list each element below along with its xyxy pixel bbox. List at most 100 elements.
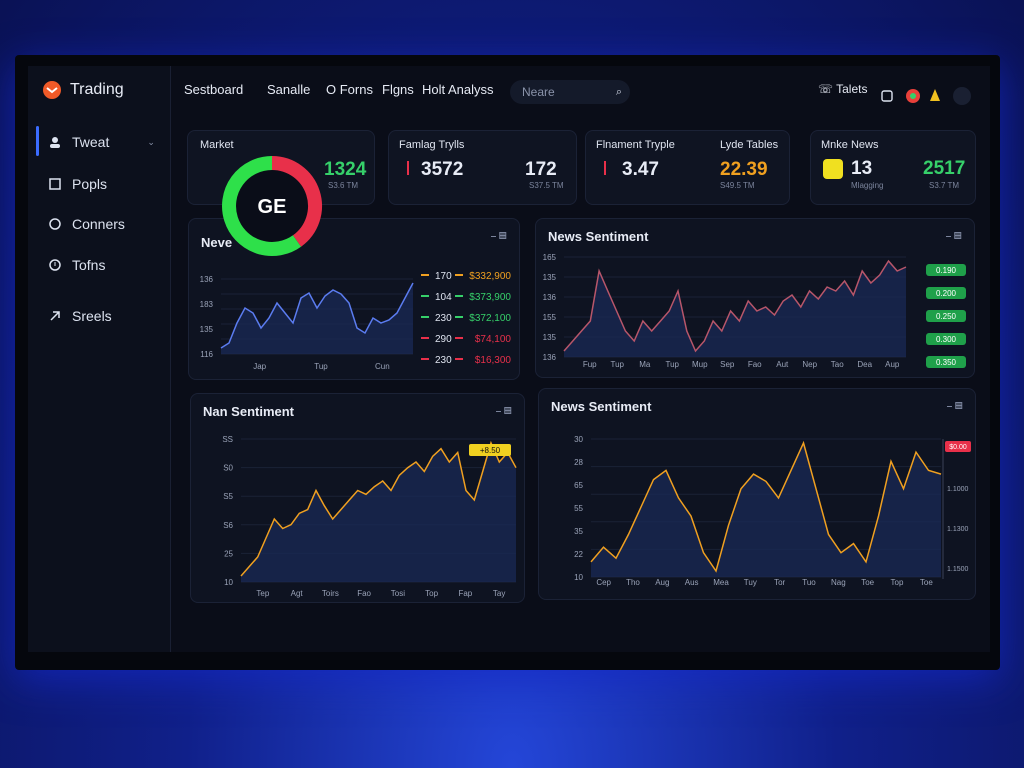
nav-link[interactable]: Flgns: [382, 82, 414, 97]
nav-link[interactable]: Sestboard: [184, 82, 244, 97]
x-tick-label: Ma: [639, 360, 651, 369]
x-tick-label: Aug: [655, 578, 669, 587]
y2-tick-label: 1.1000: [947, 486, 969, 493]
callout: [469, 444, 511, 456]
card-value: 172: [525, 159, 557, 180]
stat-card: Flnament Tryple Lyde Tables 3.47 22.39 S…: [585, 130, 790, 205]
side-label: Tweat: [72, 134, 110, 150]
x-tick-label: Tuy: [744, 578, 757, 587]
nav-right[interactable]: ☏ Talets: [818, 82, 868, 96]
x-tick-label: Toe: [861, 578, 874, 587]
gauge-bg: [229, 163, 315, 249]
panel-control: ⎯ ▤: [946, 231, 962, 242]
y2-tick-label: 1.1300: [947, 526, 969, 533]
nav-link[interactable]: O Forns: [326, 82, 373, 97]
side-item[interactable]: Tweat ⌄: [48, 134, 155, 150]
y-tick-label: 116: [200, 350, 213, 359]
x-tick-label: Mup: [692, 360, 708, 369]
y-tick-label: 35: [574, 527, 583, 536]
chart-panel: Neve ⎯ ▤ 136 183 135 116 Jap Tup Cun 170 $332,900 1…: [188, 218, 520, 380]
y-tick-label: 136: [200, 275, 214, 284]
legend-label: 230: [435, 355, 452, 366]
badge-label: 0.350: [936, 358, 957, 367]
legend-value: $373,900: [469, 292, 511, 303]
x-tick-label: Fup: [583, 360, 597, 369]
x-tick-label: Cun: [375, 362, 390, 371]
nav-link[interactable]: Holt Analyss: [422, 82, 494, 97]
y-tick-label: 155: [543, 313, 557, 322]
gauge-arc: [271, 156, 322, 247]
x-tick-label: Nag: [831, 578, 846, 587]
side-item[interactable]: Popls: [48, 176, 107, 192]
marker: [604, 161, 606, 175]
brand-logo: [43, 81, 61, 99]
side-item[interactable]: Sreels: [48, 308, 112, 324]
x-tick-label: Cep: [596, 578, 611, 587]
x-tick-label: Fap: [458, 589, 472, 598]
chart-panel: News Sentiment ⎯ ▤ 165 135 136 155 135 136 Fup Tu…: [535, 218, 975, 378]
y-tick-label: 183: [200, 300, 214, 309]
screen: Trading Tweat ⌄ Popls Conners Tofns Sreel…: [28, 66, 990, 652]
x-tick-label: Mea: [713, 578, 729, 587]
y-tick-label: 10: [574, 573, 583, 582]
y-tick-label: 25: [224, 549, 233, 558]
y2-tick-label: 1.1500: [947, 566, 969, 573]
panel-title: Neve: [201, 235, 233, 250]
badge: [926, 264, 966, 276]
x-tick-label: Tup: [611, 360, 625, 369]
icon: [49, 178, 61, 190]
icon: [50, 137, 60, 148]
card-value: 2517: [923, 158, 966, 179]
y-tick-label: S5: [223, 492, 233, 501]
x-tick-label: Aup: [885, 360, 900, 369]
x-tick-label: Tosi: [391, 589, 405, 598]
legend-label: 104: [435, 292, 452, 303]
chart: ⎯ ▤ 165 135 136 155 135 136 Fup Tup Ma Tup Mup Sep Fa…: [543, 231, 966, 369]
gauge-label: GE: [258, 196, 287, 218]
nav-link[interactable]: Sanalle: [267, 82, 311, 97]
card-sub: S3.6 TM: [328, 181, 359, 190]
x-tick-label: Tep: [256, 589, 269, 598]
y-tick-label: 28: [574, 458, 583, 467]
icon[interactable]: [953, 87, 971, 105]
area: [591, 443, 941, 577]
y-tick-label: 165: [543, 253, 557, 262]
x-tick-label: Dea: [857, 360, 872, 369]
badge: [926, 287, 966, 299]
icon: [50, 311, 60, 321]
y-tick-label: S6: [223, 521, 233, 530]
side-item[interactable]: Tofns: [48, 257, 105, 273]
callout-label: +8.50: [480, 446, 501, 455]
area: [564, 261, 906, 357]
gauge-arc: [222, 156, 302, 256]
x-tick-label: Tup: [314, 362, 328, 371]
card-sub: S3.7 TM: [929, 181, 960, 190]
x-tick-label: Sep: [720, 360, 735, 369]
panel-title: News Sentiment: [551, 399, 652, 414]
side-item[interactable]: Conners: [48, 216, 125, 232]
search-box[interactable]: Neare ⌕: [510, 80, 630, 104]
panel-control: ⎯ ▤: [947, 401, 963, 412]
area: [221, 283, 413, 354]
x-tick-label: Nep: [802, 360, 817, 369]
stat-card: Mnke News 13 Mlagging 2517 S3.7 TM: [810, 130, 976, 205]
x-tick-label: Toirs: [322, 589, 339, 598]
y-tick-label: 10: [224, 578, 233, 587]
icon[interactable]: [881, 90, 893, 102]
card-value: 13: [851, 158, 873, 179]
badge-label: 0.300: [936, 335, 957, 344]
legend-value: $16,300: [475, 355, 512, 366]
chart: ⎯ ▤ SS S0 S5 S6 25 10 Tep Agt Toirs Fao Tosi Top Fap T…: [222, 406, 517, 598]
legend-value: $332,900: [469, 271, 511, 282]
badge: [945, 441, 971, 452]
y-tick-label: 136: [543, 293, 557, 302]
x-tick-label: Tor: [774, 578, 785, 587]
x-tick-label: Top: [891, 578, 904, 587]
icon: [910, 93, 916, 99]
y-tick-label: 22: [574, 550, 583, 559]
icon[interactable]: [930, 89, 940, 101]
x-tick-label: Jap: [253, 362, 266, 371]
brand[interactable]: Trading: [42, 80, 124, 100]
icon: [49, 259, 61, 271]
badge-label: 0.190: [936, 266, 957, 275]
